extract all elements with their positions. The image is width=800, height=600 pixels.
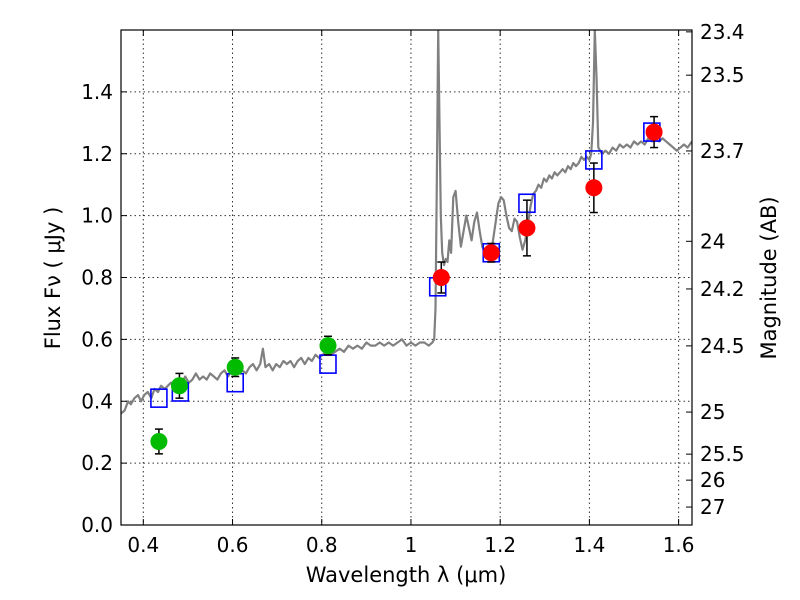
x-tick-label: 1.2 [484, 533, 516, 557]
y2-tick-label: 24 [700, 229, 725, 253]
y2-tick-label: 25.5 [700, 442, 745, 466]
y2-tick-label: 27 [700, 495, 725, 519]
y-tick-label: 1.4 [81, 80, 113, 104]
observed-point [585, 179, 603, 197]
y-axis-label: Flux Fν ( μJy ) [41, 207, 65, 350]
x-tick-label: 0.6 [217, 533, 249, 557]
axis-ticks: 0.4 0.6 0.8 1 1.2 1.4 1.6 0.0 0.2 0.4 0.6 0.8 1.0 1.2… [81, 20, 744, 557]
observed-point [482, 244, 500, 262]
y2-tick-label: 23.5 [700, 63, 745, 87]
y-tick-label: 1.2 [81, 142, 113, 166]
observed-point [150, 432, 168, 450]
observed-point [645, 123, 663, 141]
observed-point [226, 358, 244, 376]
y-tick-label: 0.6 [81, 327, 113, 351]
observed-point [432, 269, 450, 286]
observed-point [518, 219, 536, 237]
y2-tick-label: 25 [700, 400, 725, 424]
y2-axis-label: Magnitude (AB) [757, 196, 781, 359]
x-tick-label: 0.4 [127, 533, 159, 557]
x-tick-label: 1.6 [663, 533, 695, 557]
observed-point [319, 337, 337, 355]
spectrum-line [121, 30, 692, 415]
observed-point [170, 377, 188, 395]
x-axis-label: Wavelength λ (μm) [306, 563, 507, 587]
y-tick-label: 0.4 [81, 389, 113, 413]
x-tick-label: 1 [405, 533, 418, 557]
y-tick-label: 0.8 [81, 266, 113, 290]
y-tick-label: 0.0 [81, 513, 113, 537]
y-tick-label: 1.0 [81, 204, 113, 228]
y-tick-label: 0.2 [81, 451, 113, 475]
x-tick-label: 1.4 [573, 533, 605, 557]
x-tick-label: 0.8 [306, 533, 338, 557]
y2-tick-label: 23.4 [700, 20, 745, 44]
y2-tick-label: 26 [700, 468, 725, 492]
grid [121, 30, 692, 526]
model-photometry-square [150, 388, 168, 408]
plot-data [121, 30, 692, 455]
y2-tick-label: 24.5 [700, 334, 745, 358]
y2-tick-label: 23.7 [700, 139, 745, 163]
y2-tick-label: 24.2 [700, 277, 745, 301]
